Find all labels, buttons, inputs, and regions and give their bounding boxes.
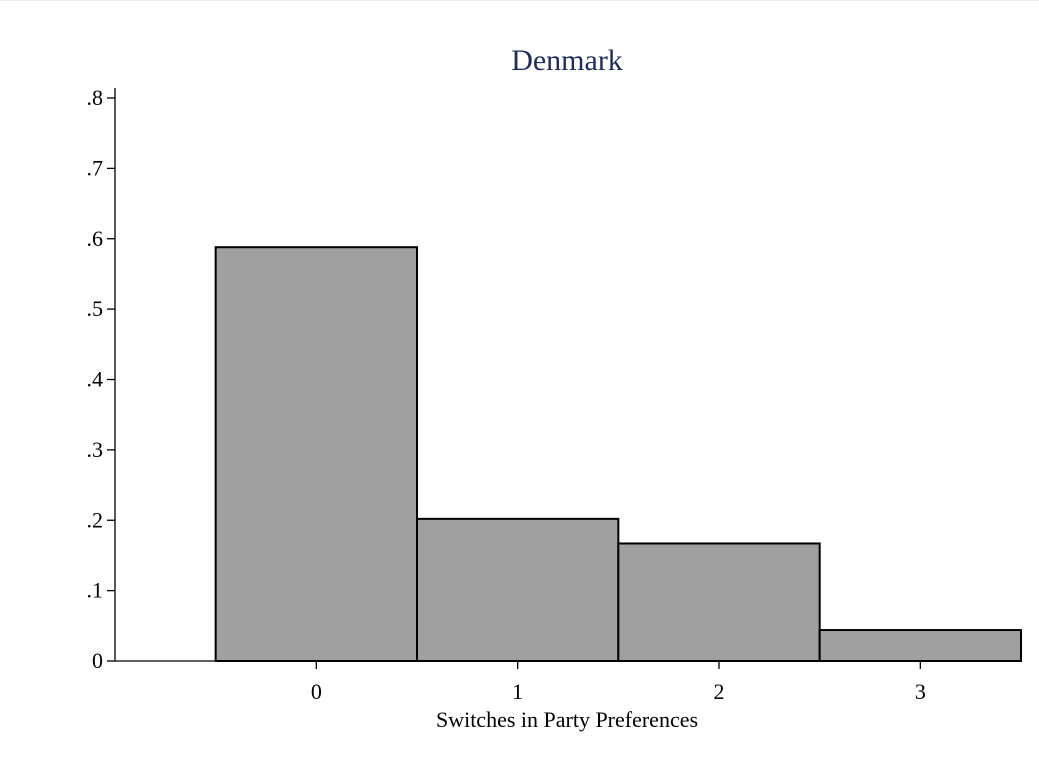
x-tick-label: 0 — [311, 679, 322, 704]
bar-0 — [214, 246, 418, 662]
x-tick-label: 1 — [512, 679, 523, 704]
y-tick-label: .4 — [87, 367, 104, 392]
x-tick-label: 2 — [714, 679, 725, 704]
y-tick-label: .5 — [87, 296, 104, 321]
y-tick-label: .8 — [87, 85, 104, 110]
y-tick-label: .6 — [87, 226, 104, 251]
bars-group — [214, 246, 1023, 663]
y-tick-label: .7 — [87, 155, 104, 180]
y-tick-label: .1 — [87, 578, 104, 603]
bar-2 — [617, 542, 821, 663]
bar-3 — [818, 629, 1023, 662]
y-tick-label: .2 — [87, 507, 104, 532]
x-axis-label: Switches in Party Preferences — [436, 707, 698, 732]
y-tick-label: .3 — [87, 437, 104, 462]
chart-title: Denmark — [511, 44, 623, 77]
y-axis: 0 .1 .2 .3 .4 .5 .6 .7 .8 — [87, 85, 116, 673]
x-axis: 0 1 2 3 — [115, 660, 1021, 704]
x-tick-label: 3 — [915, 679, 926, 704]
y-tick-label: 0 — [92, 648, 103, 673]
bar-1 — [416, 517, 620, 663]
